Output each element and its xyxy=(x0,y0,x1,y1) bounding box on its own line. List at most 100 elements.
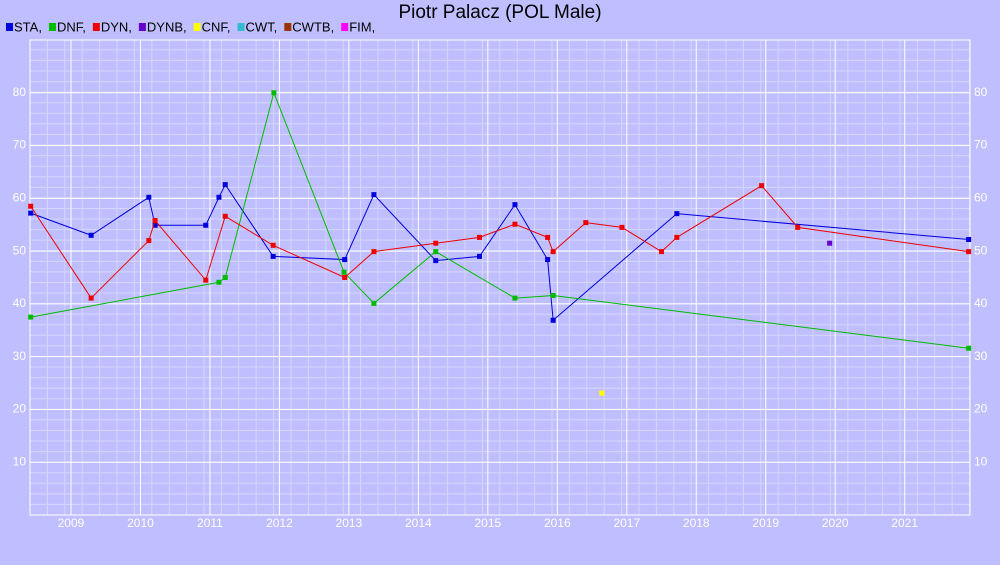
legend-swatch xyxy=(6,23,13,31)
legend: STA, DNF, DYN, DYNB, CNF, CWT, CWTB, FIM, xyxy=(6,19,375,34)
point xyxy=(28,210,34,216)
x-tick-label: 2014 xyxy=(405,516,432,530)
point xyxy=(341,269,347,275)
x-tick-label: 2011 xyxy=(197,516,223,530)
point xyxy=(371,249,377,255)
point xyxy=(433,240,439,246)
point xyxy=(966,345,972,351)
y2-tick-label: 60 xyxy=(974,191,988,205)
point xyxy=(599,390,605,396)
point xyxy=(545,257,551,263)
point xyxy=(659,249,665,255)
y2-tick-label: 50 xyxy=(974,243,988,257)
legend-swatch xyxy=(92,23,100,31)
point xyxy=(966,237,972,242)
x-tick-label: 2018 xyxy=(683,516,710,530)
point xyxy=(674,211,680,217)
point xyxy=(966,249,972,255)
point xyxy=(545,234,551,240)
y-tick-label: 20 xyxy=(13,402,27,416)
point xyxy=(222,213,228,219)
legend-label: DYN, xyxy=(101,19,132,34)
point xyxy=(512,221,518,227)
legend-label: FIM, xyxy=(349,19,375,34)
y2-tick-label: 80 xyxy=(974,85,988,99)
point xyxy=(146,238,152,244)
point xyxy=(433,249,439,255)
legend-swatch xyxy=(48,23,56,31)
point xyxy=(271,90,277,96)
legend-swatch xyxy=(284,23,292,31)
point xyxy=(512,202,518,208)
y2-tick-label: 20 xyxy=(974,402,988,416)
point xyxy=(152,218,158,223)
x-tick-label: 2013 xyxy=(336,516,363,530)
point xyxy=(550,317,556,323)
x-tick-label: 2009 xyxy=(58,516,85,530)
point xyxy=(433,258,439,264)
y-tick-label: 70 xyxy=(13,138,27,152)
point xyxy=(371,192,377,198)
legend-label: STA, xyxy=(14,19,42,34)
point xyxy=(512,295,518,301)
y-tick-label: 50 xyxy=(13,243,27,257)
point xyxy=(477,253,483,259)
x-tick-label: 2020 xyxy=(822,516,849,530)
point xyxy=(759,183,765,189)
legend-label: CWT, xyxy=(246,19,278,34)
x-tick-label: 2015 xyxy=(474,516,501,530)
y2-tick-label: 70 xyxy=(974,138,988,152)
x-tick-label: 2017 xyxy=(613,516,640,530)
y-tick-label: 10 xyxy=(13,454,27,468)
point xyxy=(550,292,556,298)
x-tick-label: 2021 xyxy=(891,516,918,530)
point xyxy=(216,194,222,200)
y2-tick-label: 40 xyxy=(974,296,988,310)
point xyxy=(827,240,833,246)
series-line xyxy=(30,91,969,349)
point xyxy=(222,275,228,280)
legend-swatch xyxy=(193,23,201,31)
legend-label: CNF, xyxy=(202,19,231,34)
point xyxy=(342,257,348,263)
legend-label: DNF, xyxy=(57,19,86,34)
legend-swatch xyxy=(138,23,146,31)
point xyxy=(88,232,94,238)
y-tick-label: 40 xyxy=(13,296,27,310)
point xyxy=(583,220,589,226)
x-tick-label: 2019 xyxy=(752,516,779,530)
x-tick-label: 2012 xyxy=(266,516,293,530)
point xyxy=(270,242,276,248)
point xyxy=(216,279,222,285)
y-tick-label: 30 xyxy=(13,349,27,363)
legend-label: DYNB, xyxy=(147,19,187,34)
point xyxy=(28,314,34,320)
plot-border xyxy=(29,39,971,516)
y2-tick-label: 30 xyxy=(974,349,988,363)
chart-title: Piotr Palacz (POL Male) xyxy=(398,2,601,23)
point xyxy=(146,194,152,200)
legend-swatch xyxy=(341,23,349,31)
point xyxy=(270,253,276,259)
legend-swatch xyxy=(237,23,245,31)
point xyxy=(152,222,158,228)
x-tick-label: 2010 xyxy=(127,516,154,530)
point xyxy=(795,224,801,230)
point xyxy=(203,222,209,228)
y-tick-label: 80 xyxy=(13,85,27,99)
point xyxy=(674,234,680,240)
point xyxy=(477,234,483,240)
y-tick-label: 60 xyxy=(13,191,27,205)
point xyxy=(88,295,94,301)
point xyxy=(550,249,556,255)
point xyxy=(371,300,377,306)
point xyxy=(342,275,348,280)
y2-tick-label: 10 xyxy=(974,454,988,468)
x-tick-label: 2016 xyxy=(544,516,571,530)
point xyxy=(619,224,625,230)
point xyxy=(28,203,34,209)
legend-label: CWTB, xyxy=(292,19,334,34)
point xyxy=(222,182,228,188)
point xyxy=(203,277,209,283)
